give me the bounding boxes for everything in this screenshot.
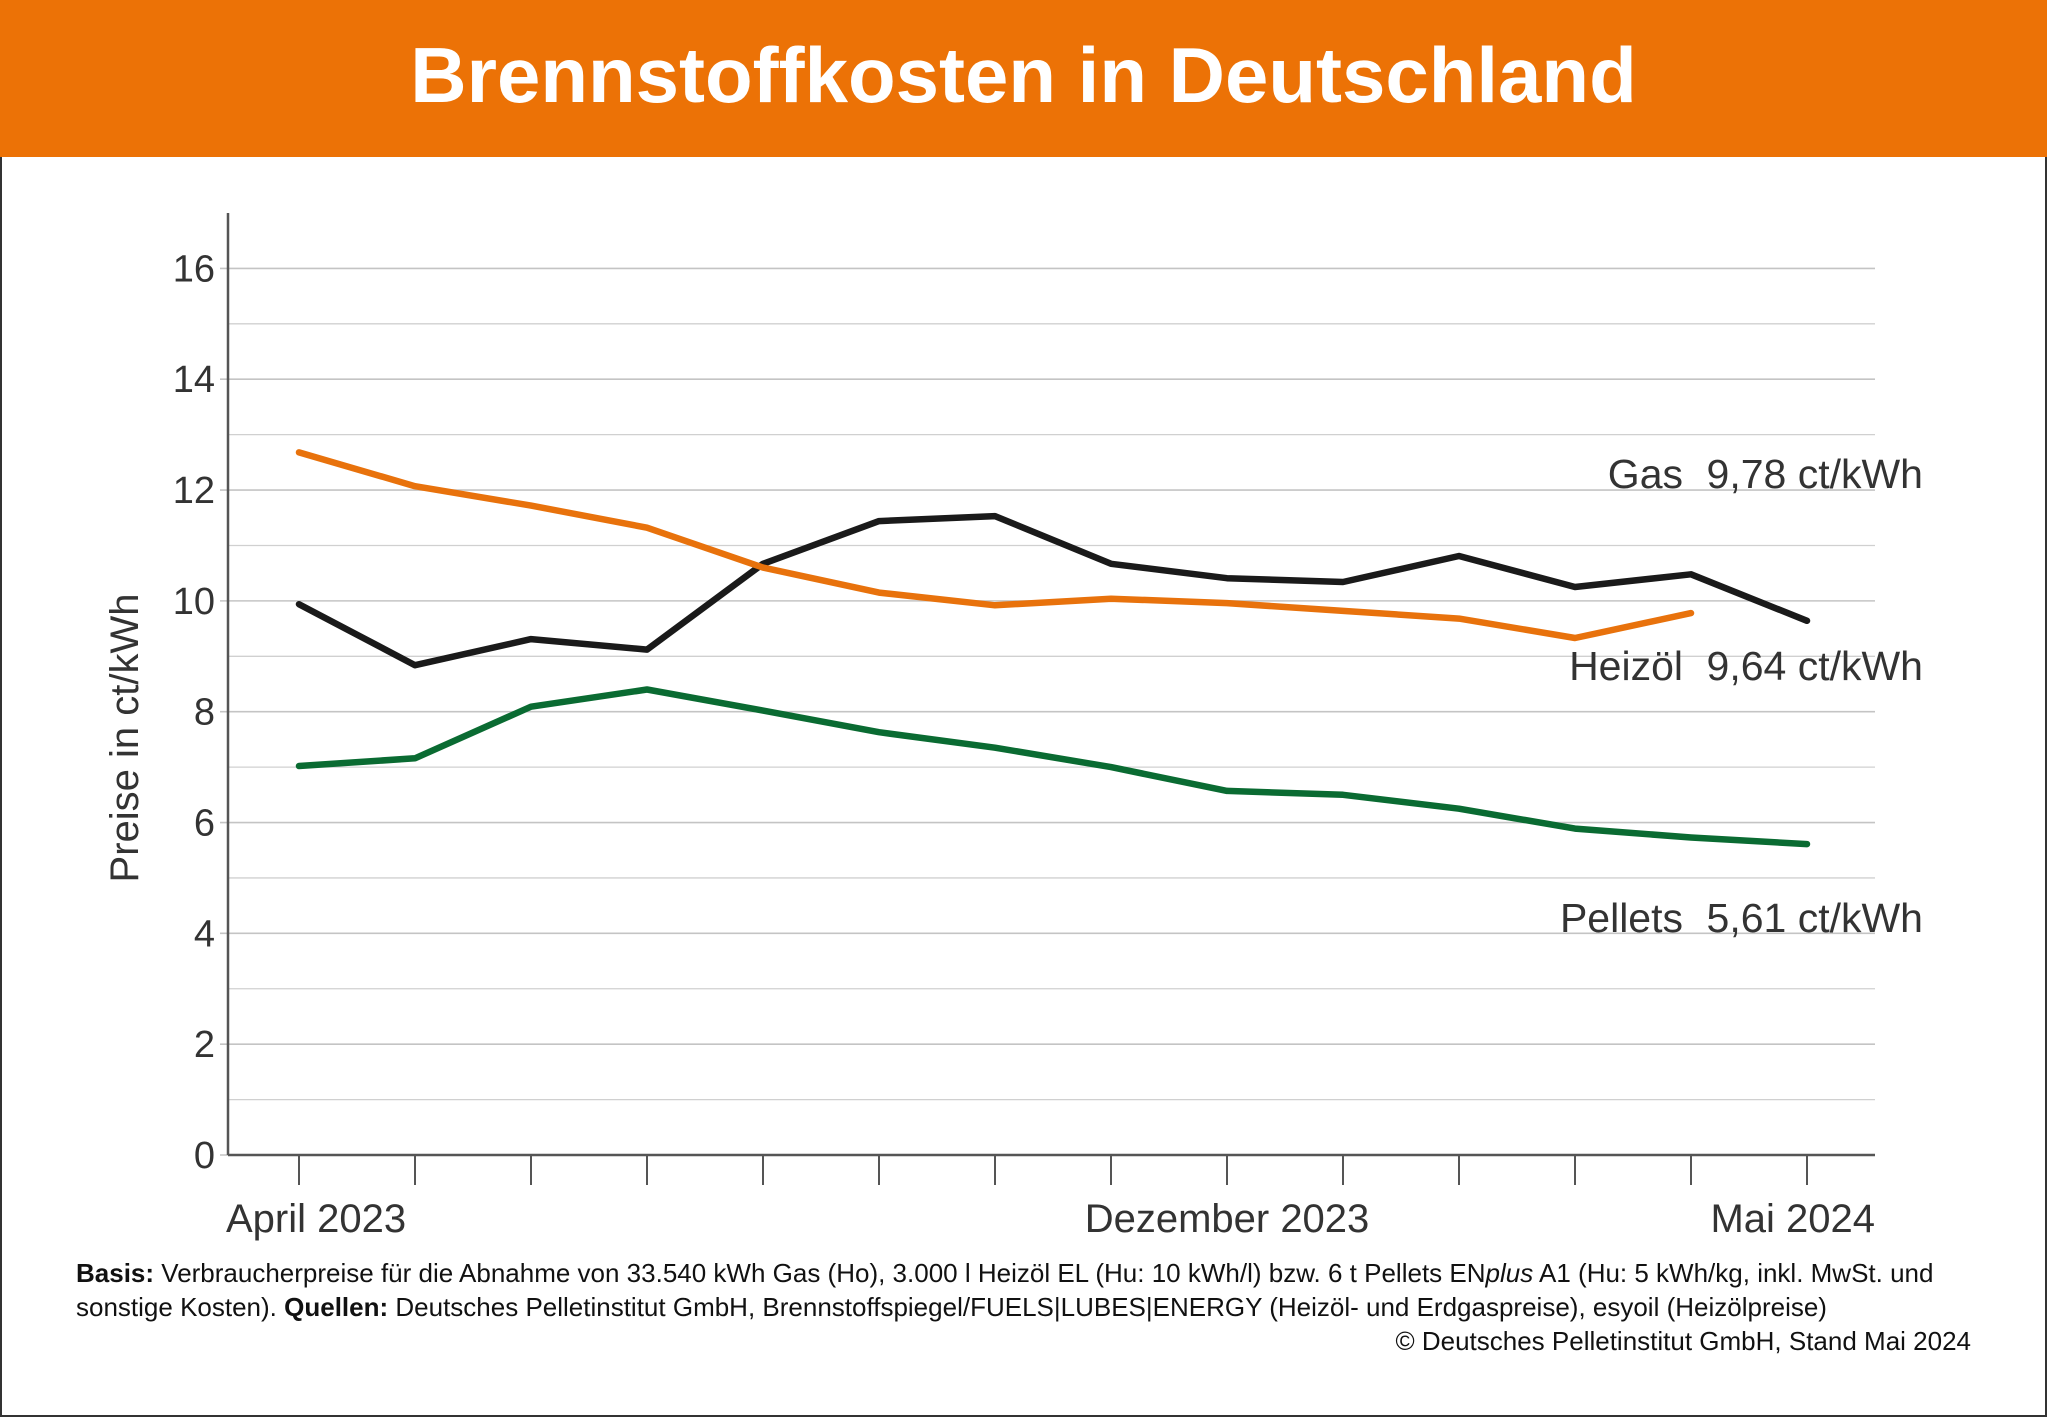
series-end-value: 5,61 ct/kWh [1707, 895, 1923, 941]
basis-text: A1 (Hu: 5 kWh/kg, inkl. MwSt. und sonsti… [76, 1258, 1934, 1322]
series-end-value: 9,78 ct/kWh [1707, 451, 1923, 497]
series-line [295, 449, 1695, 642]
x-tick-label: April 2023 [226, 1197, 406, 1241]
x-tick-label: Mai 2024 [1710, 1197, 1875, 1241]
basis-italic: plus [1485, 1258, 1534, 1288]
series-line [295, 686, 1811, 848]
copyright: © Deutsches Pelletinstitut GmbH, Stand M… [1395, 1326, 1971, 1356]
header: Brennstoffkosten in Deutschland [0, 0, 2047, 157]
sources-label: Quellen: [284, 1292, 389, 1322]
y-tick-label: 0 [194, 1135, 215, 1177]
y-tick-label: 10 [173, 581, 215, 623]
y-tick-label: 6 [194, 803, 215, 845]
chart: 0 2 4 6 8 10 12 14 16 Preise in ct/kWh April 2023 D… [103, 213, 1923, 1241]
y-tick-label: 2 [194, 1024, 215, 1066]
y-tick-label: 4 [194, 913, 215, 955]
chart-title: Brennstoffkosten in Deutschland [410, 31, 1637, 119]
basis-label: Basis: [76, 1258, 155, 1288]
y-tick-label: 14 [173, 359, 215, 401]
y-tick-label: 8 [194, 692, 215, 734]
sources-text: Deutsches Pelletinstitut GmbH, Brennstof… [395, 1292, 1827, 1322]
y-tick-label: 16 [173, 248, 215, 290]
footer: Basis: Verbraucherpreise für die Abnahme… [76, 1256, 1971, 1324]
legend-label: Heizöl [1569, 643, 1683, 689]
y-tick-label: 12 [173, 470, 215, 512]
series-line [295, 512, 1811, 669]
legend-label: Pellets [1560, 895, 1683, 941]
y-axis-title: Preise in ct/kWh [103, 594, 147, 883]
legend-label: Gas [1608, 451, 1683, 497]
x-tick-label: Dezember 2023 [1085, 1197, 1370, 1241]
basis-text: Verbraucherpreise für die Abnahme von 33… [161, 1258, 1486, 1288]
series-end-value: 9,64 ct/kWh [1707, 643, 1923, 689]
